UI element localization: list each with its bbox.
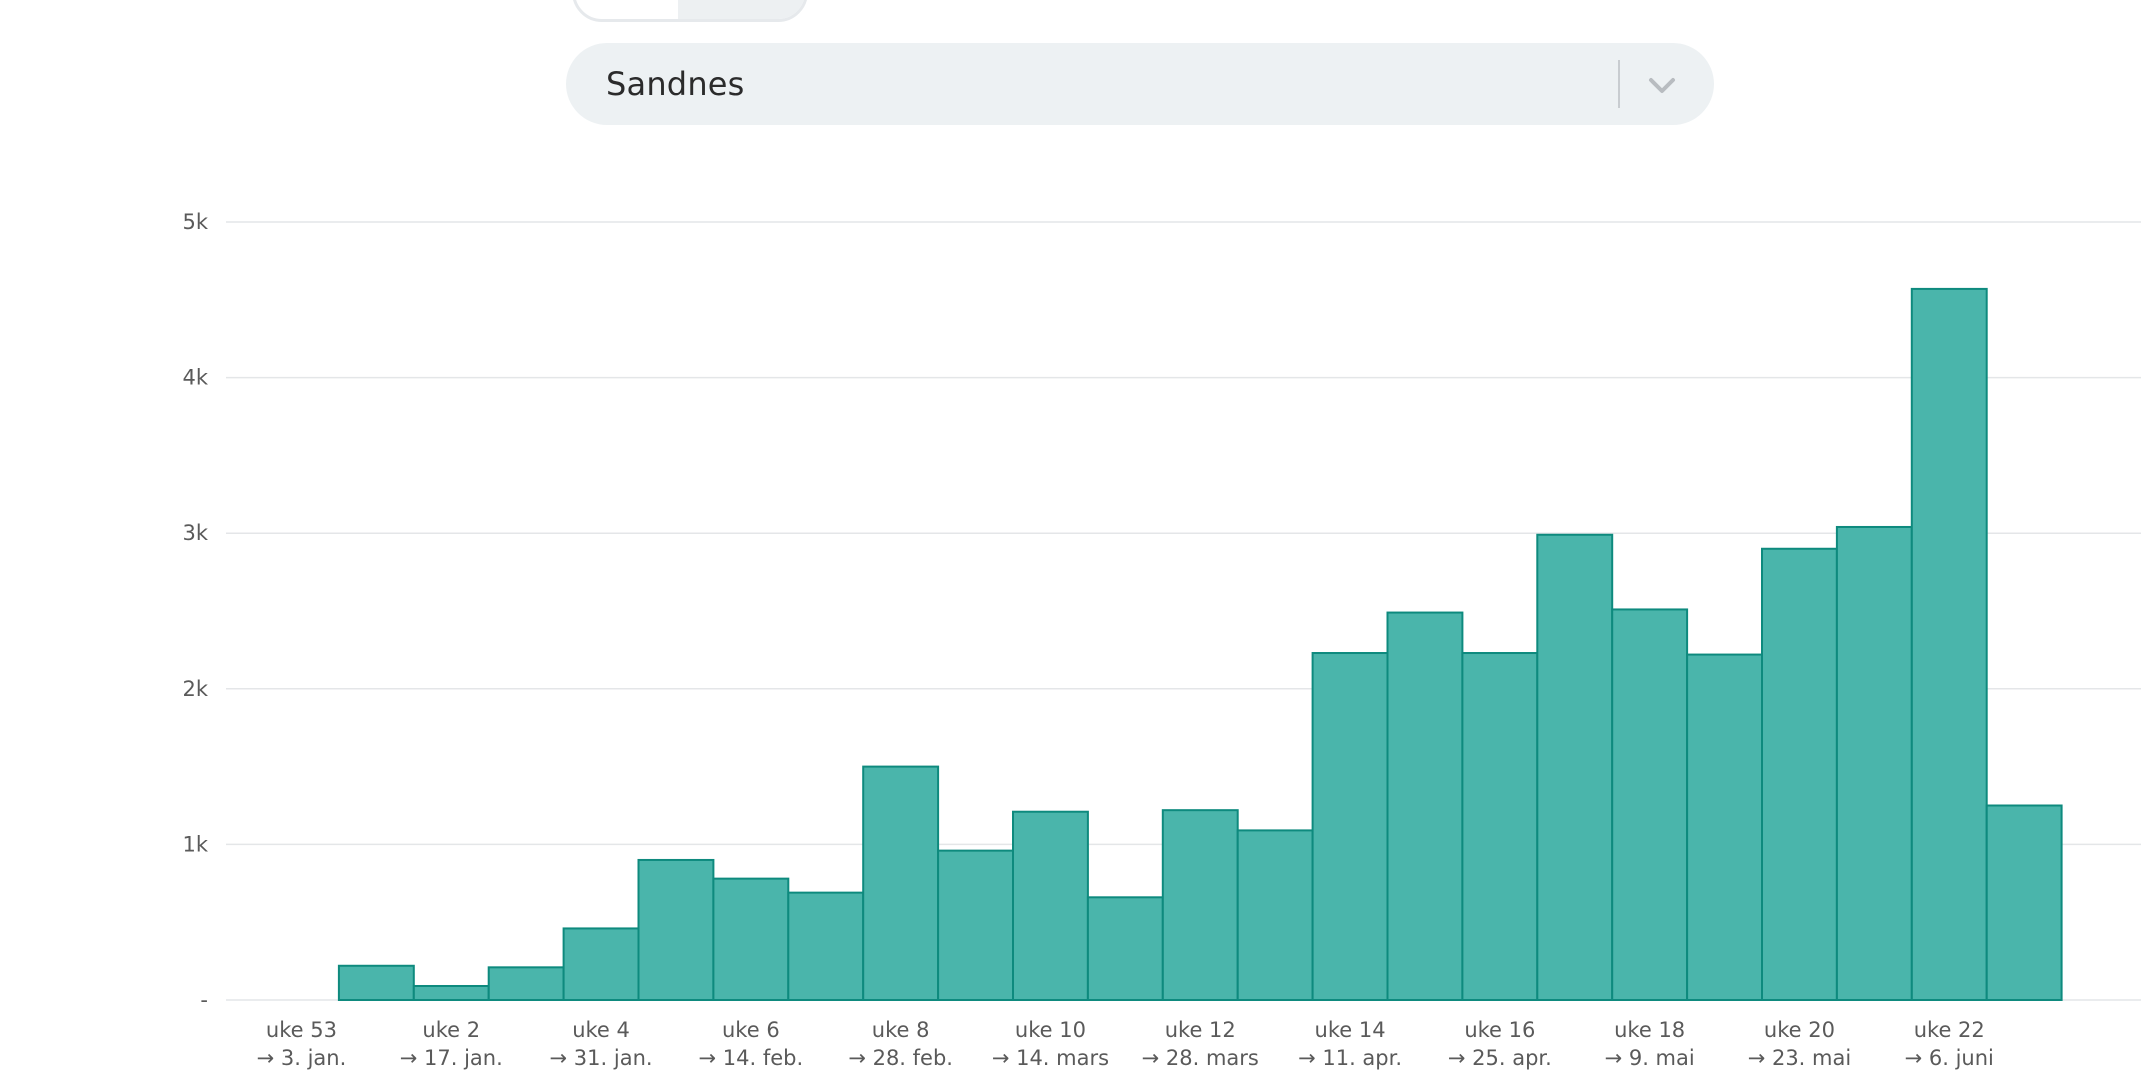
- bar-uke-4: [562, 927, 640, 1002]
- bar-uke-17: [1536, 533, 1614, 1001]
- y-tick-label: 1k: [182, 832, 208, 856]
- bar-uke-5: [637, 858, 715, 1002]
- bar-uke-20: [1761, 547, 1838, 1001]
- x-tick-week: uke 16: [1464, 1018, 1535, 1042]
- bar-uke-10: [1012, 810, 1089, 1001]
- x-tick-date: → 11. apr.: [1298, 1046, 1402, 1070]
- y-tick-label: 3k: [182, 521, 208, 545]
- x-tick-date: → 3. jan.: [257, 1046, 347, 1070]
- x-tick-label: uke 16 → 25. apr.: [1448, 1018, 1552, 1070]
- x-tick-date: → 6. juni: [1905, 1046, 1994, 1070]
- y-tick-label: 2k: [182, 677, 208, 701]
- x-tick-week: uke 14: [1315, 1018, 1386, 1042]
- bar-uke-2: [412, 984, 490, 1001]
- x-tick-label: uke 22 → 6. juni: [1905, 1018, 1994, 1070]
- x-tick-date: → 28. feb.: [848, 1046, 953, 1070]
- x-tick-week: uke 6: [722, 1018, 780, 1042]
- bar-uke-6: [712, 877, 790, 1002]
- view-toggle-option[interactable]: [678, 0, 805, 19]
- select-divider: [1618, 60, 1620, 108]
- y-tick-label: -: [200, 988, 208, 1012]
- bar-uke-9: [937, 849, 1014, 1002]
- x-tick-label: uke 53 → 3. jan.: [257, 1018, 347, 1070]
- bar-uke-16: [1461, 652, 1539, 1002]
- bar-uke-13: [1236, 829, 1314, 1001]
- chevron-down-icon[interactable]: [1642, 65, 1682, 105]
- bar-uke-11: [1086, 896, 1164, 1002]
- x-tick-date: → 17. jan.: [400, 1046, 503, 1070]
- x-tick-date: → 14. mars: [992, 1046, 1109, 1070]
- x-tick-date: → 23. mai: [1748, 1046, 1852, 1070]
- x-tick-week: uke 4: [572, 1018, 630, 1042]
- chart-bars: [337, 287, 2063, 1002]
- x-tick-date: → 25. apr.: [1448, 1046, 1552, 1070]
- x-tick-label: uke 20 → 23. mai: [1748, 1018, 1852, 1070]
- y-tick-label: 5k: [182, 210, 208, 234]
- x-tick-week: uke 8: [872, 1018, 930, 1042]
- bar-uke-3: [487, 966, 565, 1001]
- bar-uke-14: [1311, 652, 1389, 1002]
- x-tick-week: uke 10: [1015, 1018, 1086, 1042]
- bar-uke-7: [787, 891, 865, 1001]
- x-axis-ticks: uke 53 → 3. jan. uke 2 → 17. jan. uke 4 → 31.…: [257, 1018, 1994, 1070]
- x-tick-date: → 28. mars: [1142, 1046, 1259, 1070]
- x-tick-week: uke 2: [422, 1018, 480, 1042]
- y-axis-ticks: - 1k 2k 3k 4k 5k: [182, 210, 208, 1012]
- bar-uke-15: [1386, 611, 1464, 1002]
- bar-uke-19: [1686, 653, 1763, 1001]
- x-tick-week: uke 53: [266, 1018, 337, 1042]
- municipality-select-value: Sandnes: [606, 65, 745, 103]
- bar-uke-21: [1835, 525, 1913, 1001]
- bar-uke-23: [1985, 804, 2063, 1001]
- x-tick-week: uke 20: [1764, 1018, 1835, 1042]
- bar-uke-22: [1910, 287, 1988, 1001]
- x-tick-label: uke 4 → 31. jan.: [550, 1018, 653, 1070]
- x-tick-week: uke 22: [1914, 1018, 1985, 1042]
- bar-uke-1: [337, 964, 415, 1002]
- bar-uke-18: [1611, 608, 1689, 1001]
- x-tick-label: uke 8 → 28. feb.: [848, 1018, 953, 1070]
- x-tick-label: uke 12 → 28. mars: [1142, 1018, 1259, 1070]
- x-tick-week: uke 18: [1614, 1018, 1685, 1042]
- x-tick-label: uke 2 → 17. jan.: [400, 1018, 503, 1070]
- bar-uke-12: [1161, 809, 1239, 1002]
- bar-uke-8: [862, 765, 940, 1001]
- view-toggle[interactable]: [572, 0, 808, 22]
- x-tick-label: uke 14 → 11. apr.: [1298, 1018, 1402, 1070]
- x-tick-date: → 31. jan.: [550, 1046, 653, 1070]
- x-tick-date: → 9. mai: [1605, 1046, 1695, 1070]
- x-tick-date: → 14. feb.: [699, 1046, 804, 1070]
- x-tick-label: uke 10 → 14. mars: [992, 1018, 1109, 1070]
- x-tick-label: uke 18 → 9. mai: [1605, 1018, 1695, 1070]
- y-tick-label: 4k: [182, 366, 208, 390]
- municipality-select[interactable]: Sandnes: [566, 43, 1714, 125]
- x-tick-label: uke 6 → 14. feb.: [699, 1018, 804, 1070]
- x-tick-week: uke 12: [1165, 1018, 1236, 1042]
